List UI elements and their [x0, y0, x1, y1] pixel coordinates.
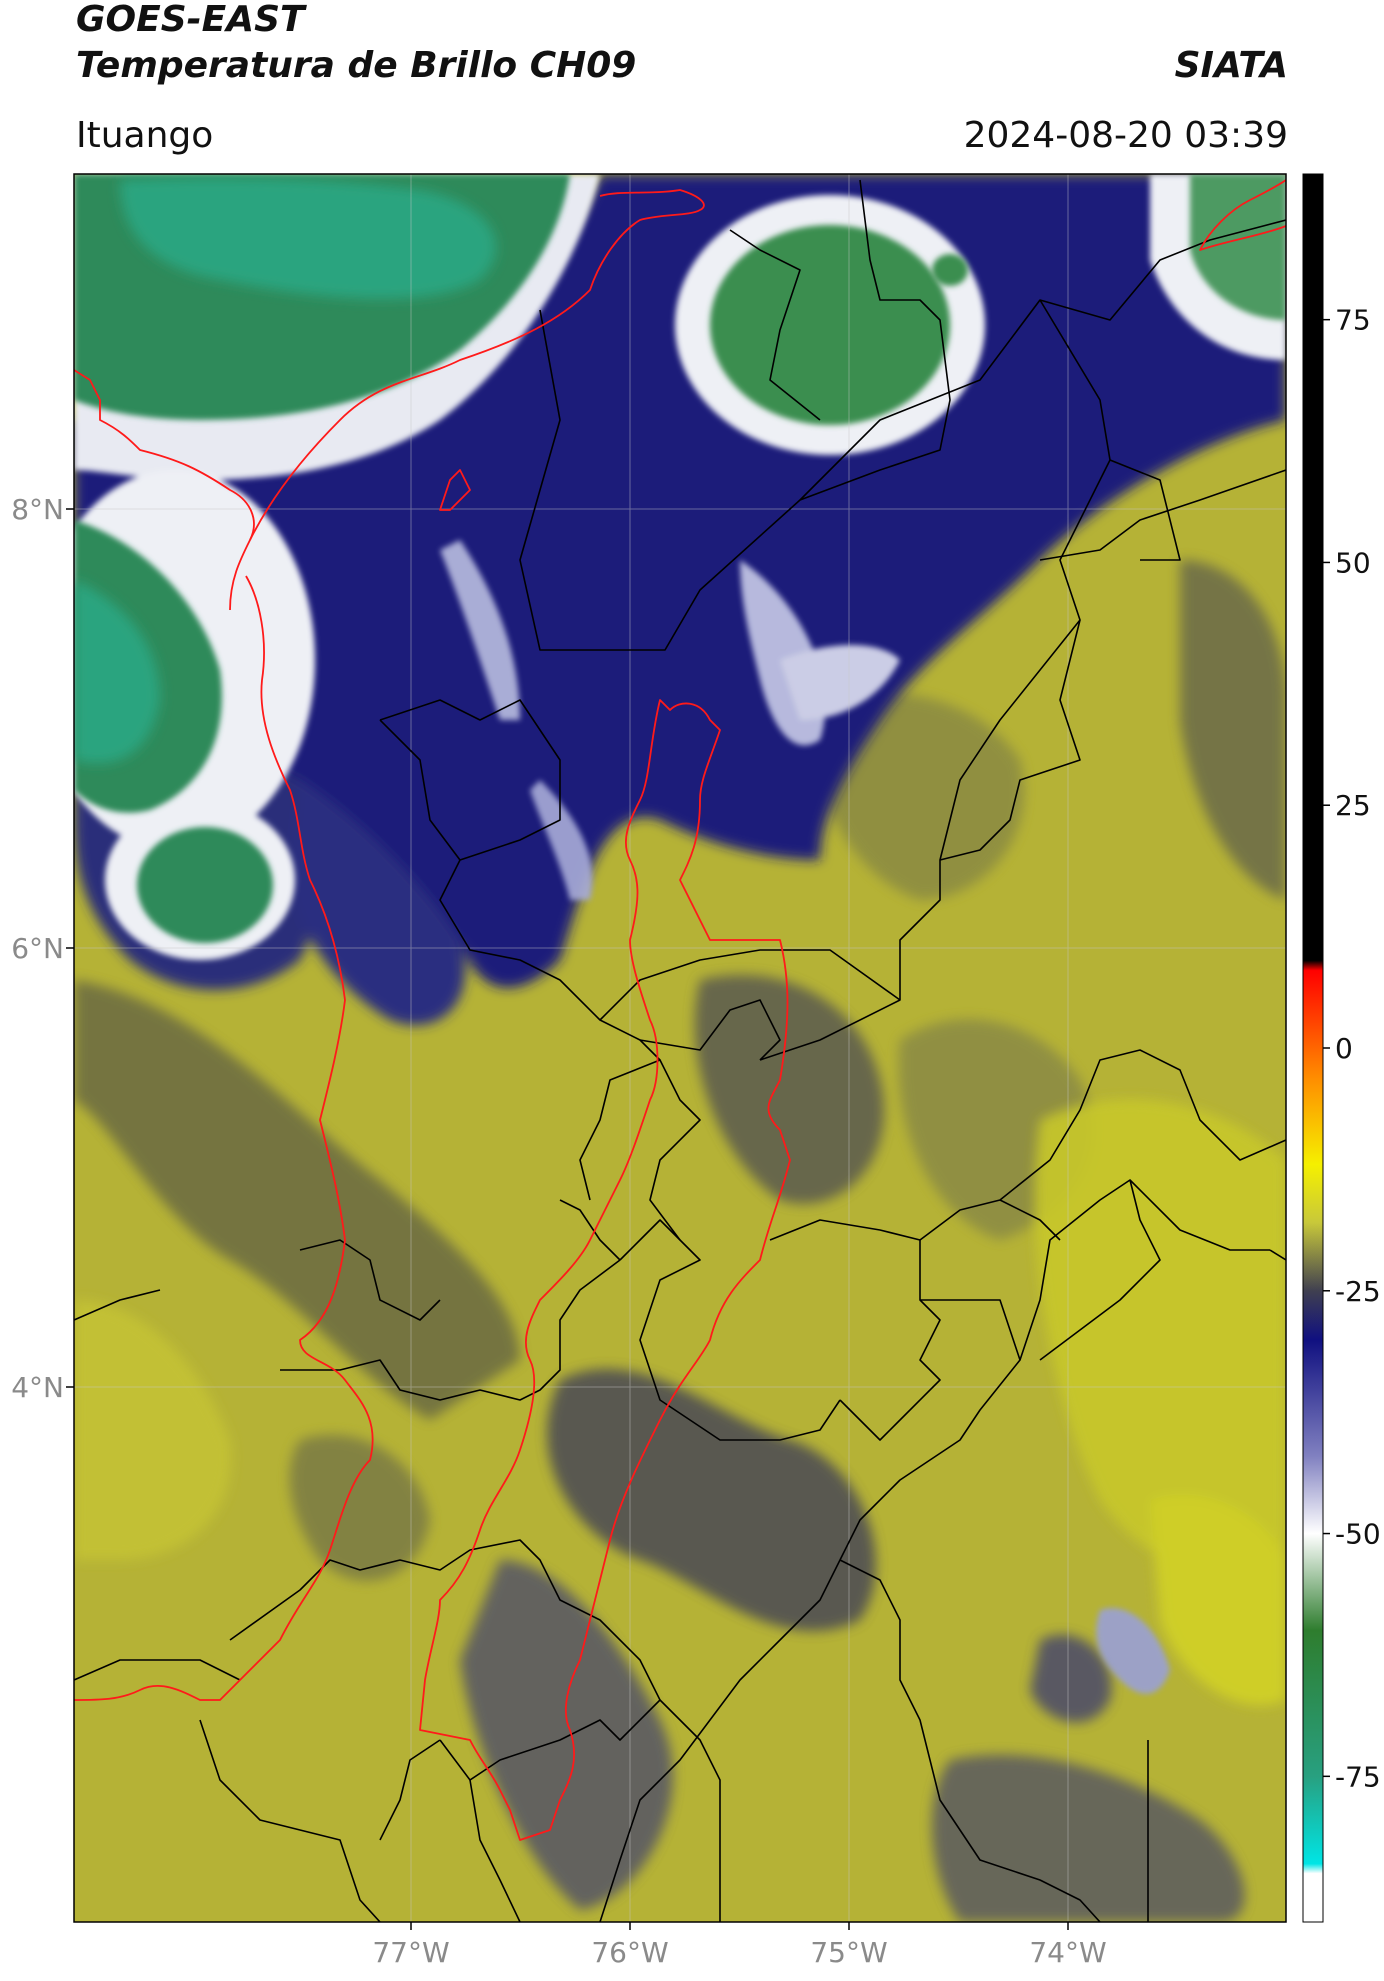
colorbar-tick-label: -25	[1335, 1275, 1381, 1308]
longitude-tick-label: 77°W	[372, 1936, 449, 1969]
colorbar-tick-label: 50	[1335, 546, 1371, 579]
colorbar-ramp	[1302, 173, 1324, 1923]
colorbar: 75 50 25 0 -25 -50 -75	[1302, 173, 1381, 1923]
longitude-tick-label: 76°W	[591, 1936, 668, 1969]
latitude-tick-label: 8°N	[11, 493, 64, 526]
colorbar-tick-label: -75	[1335, 1760, 1381, 1793]
mid-level-cloud	[74, 560, 1286, 1922]
region-borders	[74, 179, 1286, 1841]
map-frame	[73, 173, 1287, 1923]
latitude-tick-label: 6°N	[11, 932, 64, 965]
colorbar-tick-label: -50	[1335, 1518, 1381, 1551]
satellite-title: GOES-EAST	[76, 0, 305, 40]
colorbar-tick-label: 0	[1335, 1032, 1353, 1065]
brand-label: SIATA	[1174, 45, 1288, 86]
latitude-tick-label: 4°N	[11, 1371, 64, 1404]
latitude-ticks: 8°N 6°N 4°N	[11, 493, 74, 1404]
coldest-cloud-tops	[74, 174, 1286, 943]
department-borders	[74, 179, 1286, 1922]
longitude-tick-label: 75°W	[810, 1936, 887, 1969]
colorbar-tick-label: 75	[1335, 304, 1371, 337]
longitude-tick-label: 74°W	[1029, 1936, 1106, 1969]
colorbar-ticks: 75 50 25 0 -25 -50 -75	[1323, 304, 1381, 1793]
warm-patches	[74, 1099, 1286, 1706]
imagery-layer	[74, 174, 1286, 1922]
cloud-streaks	[440, 540, 1170, 1694]
region-label: Ituango	[76, 115, 214, 156]
timestamp-label: 2024-08-20 03:39	[963, 115, 1288, 156]
colorbar-tick-label: 25	[1335, 789, 1371, 822]
longitude-ticks: 77°W 76°W 75°W 74°W	[372, 1922, 1107, 1969]
graticule	[74, 174, 1286, 1922]
product-title: Temperatura de Brillo CH09	[76, 45, 637, 86]
